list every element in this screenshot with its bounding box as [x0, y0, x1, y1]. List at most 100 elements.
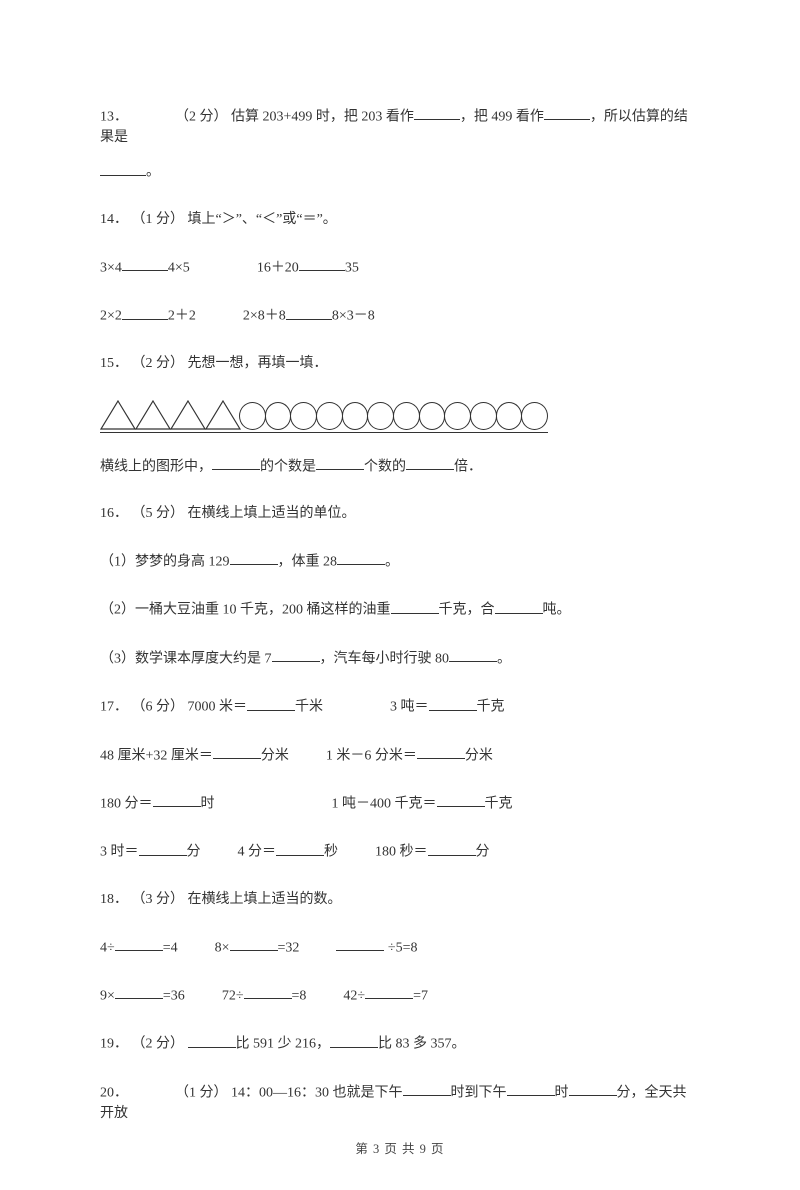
- unit: 分米: [261, 748, 289, 763]
- q20-t1: 14：00—16：30 也就是下午: [231, 1085, 403, 1100]
- q16-sub1: （1）梦梦的身高 129，体重 28。: [100, 550, 700, 572]
- expr: ÷5=8: [388, 940, 418, 955]
- q14-label: 14．: [100, 212, 128, 227]
- fill-blank[interactable]: [122, 304, 168, 319]
- fill-blank[interactable]: [428, 840, 476, 855]
- question-17-row3: 180 分＝时 1 吨－400 千克＝千克: [100, 792, 700, 814]
- q20-t2: 时到下午: [451, 1085, 507, 1100]
- fill-blank[interactable]: [244, 984, 292, 999]
- fill-blank[interactable]: [212, 455, 260, 470]
- fill-blank[interactable]: [276, 840, 324, 855]
- fill-blank[interactable]: [544, 105, 590, 120]
- fill-blank[interactable]: [449, 647, 497, 662]
- q15-line: 横线上的图形中，的个数是个数的倍．: [100, 455, 700, 477]
- fill-blank[interactable]: [391, 598, 439, 613]
- fill-blank[interactable]: [569, 1081, 617, 1096]
- q15-t2: 的个数是: [260, 459, 316, 474]
- q14-points: （1 分）: [132, 212, 185, 227]
- triangle-icon: [135, 400, 171, 430]
- expr: =8: [292, 988, 307, 1003]
- expr: 2×8＋8: [243, 309, 286, 324]
- expr: 72÷: [222, 988, 244, 1003]
- q13-text-4: 。: [146, 165, 160, 180]
- q16-s3b: ，汽车每小时行驶 80: [320, 651, 450, 666]
- q16-s2c: 吨。: [543, 603, 571, 618]
- unit: 分米: [465, 748, 493, 763]
- question-17-row1: 17． （6 分） 7000 米＝千米 3 吨＝千克: [100, 695, 700, 717]
- q18-label: 18．: [100, 892, 128, 907]
- fill-blank[interactable]: [337, 550, 385, 565]
- shapes-diagram: [100, 400, 548, 433]
- unit: 分: [187, 845, 201, 860]
- q20-t3: 时: [555, 1085, 569, 1100]
- page-footer: 第 3 页 共 9 页: [0, 1140, 800, 1159]
- q13-points: （2 分）: [175, 109, 228, 124]
- q16-points: （5 分）: [132, 506, 185, 521]
- fill-blank[interactable]: [403, 1081, 451, 1096]
- fill-blank[interactable]: [414, 105, 460, 120]
- question-20: 20． （1 分） 14：00—16：30 也就是下午时到下午时分，全天共开放: [100, 1081, 700, 1124]
- fill-blank[interactable]: [286, 304, 332, 319]
- triangle-icon: [170, 400, 206, 430]
- q14-row2: 2×22＋2 2×8＋88×3－8: [100, 304, 700, 326]
- expr: 35: [345, 260, 359, 275]
- fill-blank[interactable]: [336, 936, 384, 951]
- circle-icon: [239, 402, 266, 430]
- expr: 4 分＝: [238, 845, 277, 860]
- fill-blank[interactable]: [153, 792, 201, 807]
- question-15: 15． （2 分） 先想一想，再填一填．: [100, 353, 700, 374]
- fill-blank[interactable]: [100, 160, 146, 175]
- fill-blank[interactable]: [417, 744, 465, 759]
- circle-icon: [265, 402, 292, 430]
- q13-label: 13．: [100, 109, 128, 124]
- fill-blank[interactable]: [272, 647, 320, 662]
- expr: 180 分＝: [100, 796, 153, 811]
- fill-blank[interactable]: [495, 598, 543, 613]
- expr: 1 吨－400 千克＝: [332, 796, 437, 811]
- question-17-row2: 48 厘米+32 厘米＝分米 1 米－6 分米＝分米: [100, 744, 700, 766]
- q14-text: 填上“＞”、“＜”或“＝”。: [188, 212, 337, 227]
- expr: 1 米－6 分米＝: [326, 748, 417, 763]
- expr: 3 时＝: [100, 845, 139, 860]
- fill-blank[interactable]: [139, 840, 187, 855]
- fill-blank[interactable]: [115, 936, 163, 951]
- q16-sub2: （2）一桶大豆油重 10 千克，200 桶这样的油重千克，合吨。: [100, 598, 700, 620]
- fill-blank[interactable]: [115, 984, 163, 999]
- fill-blank[interactable]: [230, 936, 278, 951]
- fill-blank[interactable]: [365, 984, 413, 999]
- q20-label: 20．: [100, 1085, 128, 1100]
- fill-blank[interactable]: [406, 455, 454, 470]
- q13-text-2: ，把 499 看作: [460, 109, 544, 124]
- fill-blank[interactable]: [437, 792, 485, 807]
- circle-icon: [419, 402, 446, 430]
- fill-blank[interactable]: [299, 256, 345, 271]
- q18-row1: 4÷=4 8×=32 ÷5=8: [100, 936, 700, 958]
- fill-blank[interactable]: [247, 695, 295, 710]
- expr: 4×5: [168, 260, 190, 275]
- fill-blank[interactable]: [188, 1032, 236, 1047]
- fill-blank[interactable]: [213, 744, 261, 759]
- question-13: 13． （2 分） 估算 203+499 时，把 203 看作，把 499 看作…: [100, 105, 700, 148]
- q16-label: 16．: [100, 506, 128, 521]
- q17-label: 17．: [100, 700, 128, 715]
- circle-icon: [316, 402, 343, 430]
- fill-blank[interactable]: [230, 550, 278, 565]
- q16-s3a: （3）数学课本厚度大约是 7: [100, 651, 272, 666]
- fill-blank[interactable]: [507, 1081, 555, 1096]
- expr: 42÷: [343, 988, 365, 1003]
- q19-label: 19．: [100, 1037, 128, 1052]
- q18-points: （3 分）: [132, 892, 185, 907]
- question-17-row4: 3 时＝分 4 分＝秒 180 秒＝分: [100, 840, 700, 862]
- question-19: 19． （2 分） 比 591 少 216，比 83 多 357。: [100, 1032, 700, 1054]
- fill-blank[interactable]: [122, 256, 168, 271]
- fill-blank[interactable]: [429, 695, 477, 710]
- expr: =7: [413, 988, 428, 1003]
- q17-points: （6 分）: [132, 700, 185, 715]
- q15-points: （2 分）: [132, 356, 185, 371]
- q15-t1: 横线上的图形中，: [100, 459, 212, 474]
- fill-blank[interactable]: [316, 455, 364, 470]
- unit: 千克: [477, 700, 505, 715]
- expr: 2×2: [100, 309, 122, 324]
- circle-icon: [342, 402, 369, 430]
- fill-blank[interactable]: [330, 1032, 378, 1047]
